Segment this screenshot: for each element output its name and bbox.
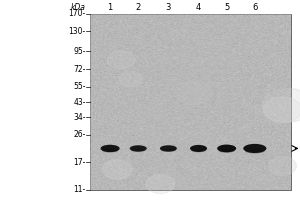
Text: 170-: 170- — [68, 9, 86, 19]
Circle shape — [268, 156, 296, 175]
Ellipse shape — [245, 149, 265, 153]
Ellipse shape — [161, 149, 176, 152]
Text: 4: 4 — [196, 3, 201, 12]
Circle shape — [262, 88, 300, 122]
Text: 43-: 43- — [73, 98, 86, 107]
Text: 130-: 130- — [68, 27, 86, 36]
Circle shape — [263, 97, 300, 122]
Text: 34-: 34- — [73, 113, 86, 122]
Ellipse shape — [191, 149, 206, 152]
Text: 2: 2 — [136, 3, 141, 12]
Text: 5: 5 — [224, 3, 229, 12]
Text: kDa: kDa — [71, 3, 86, 12]
Ellipse shape — [217, 145, 236, 152]
Ellipse shape — [130, 145, 147, 152]
Ellipse shape — [131, 149, 146, 152]
Text: 95-: 95- — [73, 47, 86, 56]
Text: 11-: 11- — [74, 186, 86, 194]
Text: 3: 3 — [166, 3, 171, 12]
Ellipse shape — [243, 144, 266, 153]
Text: 72-: 72- — [74, 65, 86, 74]
Circle shape — [146, 174, 175, 194]
Ellipse shape — [100, 145, 120, 152]
Text: 6: 6 — [252, 3, 257, 12]
Circle shape — [103, 160, 132, 179]
Ellipse shape — [160, 145, 177, 152]
Bar — [90, 14, 291, 190]
Text: 26-: 26- — [74, 130, 86, 139]
Circle shape — [107, 51, 135, 69]
Ellipse shape — [102, 149, 118, 152]
Text: 17-: 17- — [74, 158, 86, 167]
Text: 55-: 55- — [73, 82, 86, 91]
Circle shape — [119, 72, 142, 87]
Ellipse shape — [219, 149, 235, 153]
Ellipse shape — [190, 145, 207, 152]
Circle shape — [177, 81, 212, 105]
Text: 1: 1 — [107, 3, 113, 12]
